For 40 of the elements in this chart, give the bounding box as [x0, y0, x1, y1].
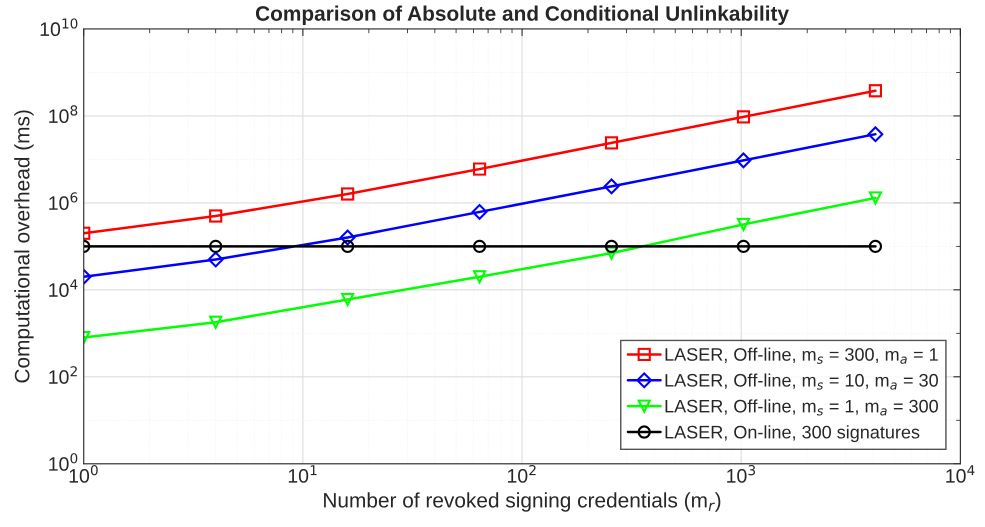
- legend-label: LASER, Off-line, m$_{s}$ = 10, m$_{a}$ = 30: [666, 373, 938, 390]
- point: [340, 230, 356, 246]
- point: [868, 126, 884, 142]
- legend-label: LASER, On-line, 300 signatures: [666, 425, 920, 442]
- x-tick-label: 10$^{0}$: [70, 465, 98, 483]
- y-axis-title: Computational overhead (ms): [14, 110, 34, 383]
- point: [341, 240, 354, 253]
- point: [341, 292, 354, 306]
- point: [209, 240, 222, 253]
- point: [472, 162, 486, 176]
- x-axis-title: Number of revoked signing credentials (m$_{r}$): [324, 492, 720, 512]
- point: [736, 152, 752, 168]
- x-tick-label: 10$^{3}$: [727, 465, 756, 483]
- legend-label: LASER, Off-line, m$_{s}$ = 300, m$_{a}$ = 1: [666, 348, 938, 364]
- point: [209, 316, 222, 329]
- y-tick-label: 10$^{2}$: [49, 366, 77, 384]
- y-tick-label: 10$^{10}$: [40, 18, 78, 36]
- y-tick-label: 10$^{8}$: [49, 105, 78, 124]
- point: [604, 136, 618, 150]
- legend-label: LASER, Off-line, m$_{s}$ = 1, m$_{a}$ = 300: [666, 399, 938, 416]
- point: [604, 240, 618, 253]
- point: [209, 209, 222, 223]
- y-tick-label: 10$^{6}$: [49, 192, 78, 210]
- point: [736, 240, 750, 253]
- point: [208, 252, 224, 268]
- point: [472, 204, 488, 220]
- point: [868, 240, 882, 253]
- point: [868, 191, 882, 205]
- point: [472, 240, 486, 253]
- x-tick-label: 10$^{4}$: [946, 465, 975, 483]
- point: [341, 187, 354, 201]
- chart-title: Comparison of Absolute and Conditional Unlinkability: [256, 6, 789, 25]
- x-tick-label: 10$^{1}$: [288, 465, 317, 483]
- point: [604, 178, 620, 194]
- point: [736, 110, 750, 124]
- x-tick-label: 10$^{2}$: [508, 465, 536, 483]
- point: [736, 218, 750, 232]
- point: [472, 270, 486, 284]
- y-tick-label: 10$^{4}$: [49, 279, 78, 297]
- point: [868, 84, 882, 98]
